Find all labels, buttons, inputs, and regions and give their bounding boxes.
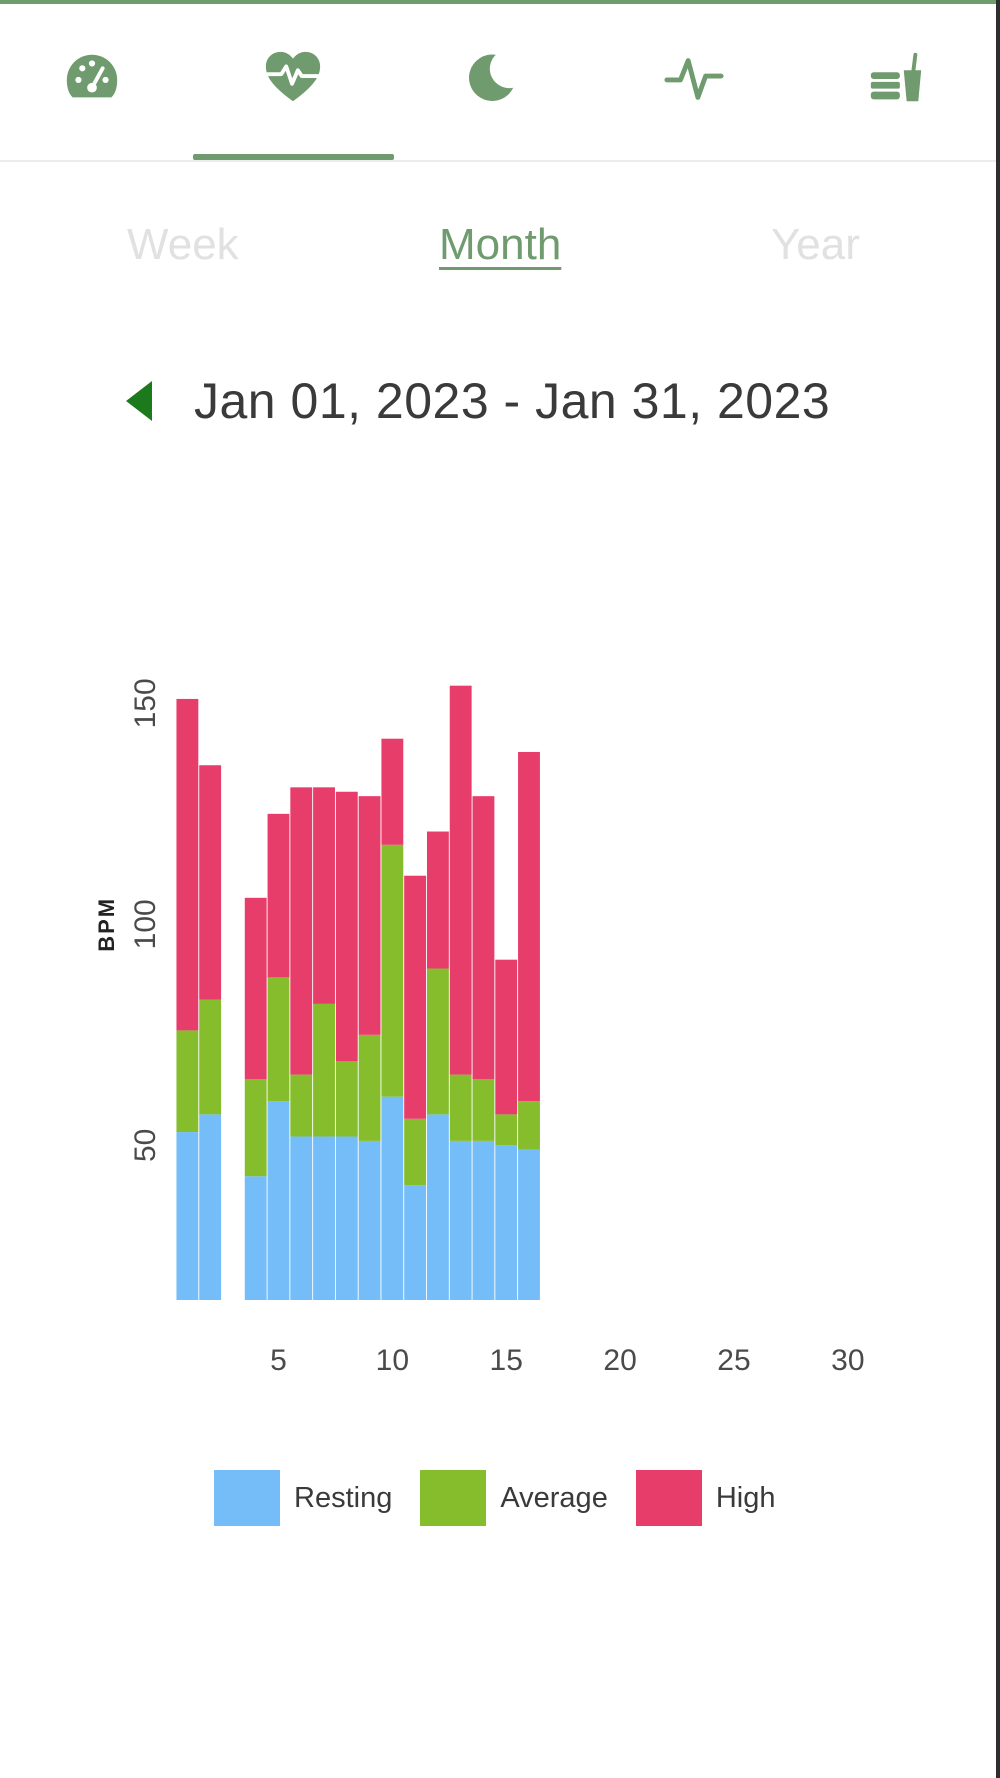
tab-sleep[interactable] — [390, 4, 590, 160]
bar-average-day-1 — [176, 1030, 199, 1133]
bar-average-day-4 — [244, 1079, 267, 1177]
bar-average-day-15 — [495, 1114, 518, 1146]
chart-legend: Resting Average High — [214, 1470, 803, 1526]
legend-swatch-average — [420, 1470, 487, 1526]
bar-high-day-13 — [449, 685, 472, 1075]
tab-activity[interactable] — [594, 4, 794, 160]
bar-high-day-4 — [244, 897, 267, 1080]
bar-resting-day-9 — [358, 1140, 381, 1300]
bar-resting-day-1 — [176, 1132, 199, 1300]
bar-high-day-12 — [426, 831, 449, 969]
bar-high-day-10 — [381, 738, 404, 845]
heart-pulse-icon — [265, 51, 321, 102]
tab-heart-rate[interactable] — [193, 4, 393, 160]
legend-label-resting: Resting — [294, 1481, 393, 1514]
top-frame-line — [0, 0, 1000, 4]
range-tab-year[interactable]: Year — [771, 220, 860, 269]
range-tab-month[interactable]: Month — [439, 220, 562, 269]
x-tick-label-30: 30 — [831, 1344, 864, 1377]
bar-average-day-9 — [358, 1034, 381, 1141]
food-drink-icon — [870, 52, 922, 102]
heart-rate-chart: 5 10 15 20 25 30 50 100 150 BPM — [94, 678, 865, 1377]
active-tab-indicator — [193, 154, 394, 160]
bar-resting-day-8 — [335, 1136, 358, 1300]
bar-average-day-16 — [518, 1101, 540, 1150]
bar-average-day-10 — [381, 844, 404, 1097]
bar-high-day-2 — [199, 765, 222, 1000]
legend-label-average: Average — [500, 1481, 608, 1514]
tab-nutrition[interactable] — [796, 4, 996, 160]
bar-high-day-11 — [404, 875, 427, 1119]
bar-average-day-8 — [335, 1061, 358, 1137]
date-range-row: Jan 01, 2023 - Jan 31, 2023 — [126, 366, 830, 436]
bar-average-day-2 — [199, 999, 222, 1115]
legend-swatch-high — [635, 1470, 702, 1526]
bar-resting-day-5 — [267, 1101, 290, 1300]
moon-icon — [468, 54, 514, 101]
bar-high-day-15 — [495, 959, 518, 1115]
bar-resting-day-11 — [404, 1185, 427, 1300]
y-tick-label-100: 100 — [129, 899, 162, 949]
bar-resting-day-4 — [244, 1176, 267, 1300]
bar-high-day-1 — [176, 698, 199, 1031]
bar-average-day-5 — [267, 977, 290, 1102]
bar-high-day-6 — [290, 787, 313, 1075]
legend-item-high: High — [635, 1470, 776, 1526]
bar-resting-day-13 — [449, 1140, 472, 1300]
bar-resting-day-2 — [199, 1114, 222, 1300]
right-edge-border — [996, 0, 1000, 1778]
bar-resting-day-16 — [518, 1149, 540, 1300]
activity-line-icon — [664, 58, 724, 100]
y-tick-label-150: 150 — [129, 678, 162, 728]
gauge-icon — [66, 54, 118, 98]
legend-item-resting: Resting — [214, 1470, 392, 1526]
bar-high-day-5 — [267, 813, 290, 978]
bar-average-day-6 — [290, 1074, 313, 1137]
bar-average-day-12 — [426, 968, 449, 1115]
bar-resting-day-15 — [495, 1145, 518, 1300]
y-axis-label: BPM — [94, 897, 119, 952]
legend-item-average: Average — [420, 1470, 608, 1526]
x-tick-label-15: 15 — [490, 1344, 523, 1377]
range-selector: Week Month Year — [0, 220, 1000, 300]
bar-average-day-14 — [472, 1079, 495, 1141]
x-tick-label-10: 10 — [376, 1344, 409, 1377]
tab-dashboard[interactable] — [0, 4, 192, 160]
bar-high-day-14 — [472, 796, 495, 1080]
bar-resting-day-6 — [290, 1136, 313, 1300]
y-tick-label-50: 50 — [129, 1129, 162, 1162]
bar-high-day-8 — [335, 791, 358, 1062]
legend-swatch-resting — [214, 1470, 280, 1526]
legend-label-high: High — [715, 1481, 776, 1514]
bar-high-day-16 — [518, 751, 540, 1102]
top-navigation — [0, 4, 996, 162]
bar-average-day-7 — [313, 1003, 335, 1137]
bar-average-day-13 — [449, 1074, 472, 1141]
date-range-label: Jan 01, 2023 - Jan 31, 2023 — [194, 373, 831, 429]
bar-high-day-9 — [358, 796, 381, 1035]
bar-average-day-11 — [404, 1118, 427, 1186]
x-tick-label-5: 5 — [270, 1344, 287, 1377]
previous-period-arrow-icon[interactable] — [126, 381, 152, 421]
range-tab-week[interactable]: Week — [127, 220, 239, 269]
bar-resting-day-7 — [313, 1136, 335, 1300]
x-tick-label-25: 25 — [717, 1344, 750, 1377]
bar-resting-day-10 — [381, 1096, 404, 1300]
bar-high-day-7 — [313, 787, 335, 1004]
bar-resting-day-12 — [426, 1114, 449, 1300]
bar-resting-day-14 — [472, 1140, 495, 1300]
x-tick-label-20: 20 — [603, 1344, 636, 1377]
